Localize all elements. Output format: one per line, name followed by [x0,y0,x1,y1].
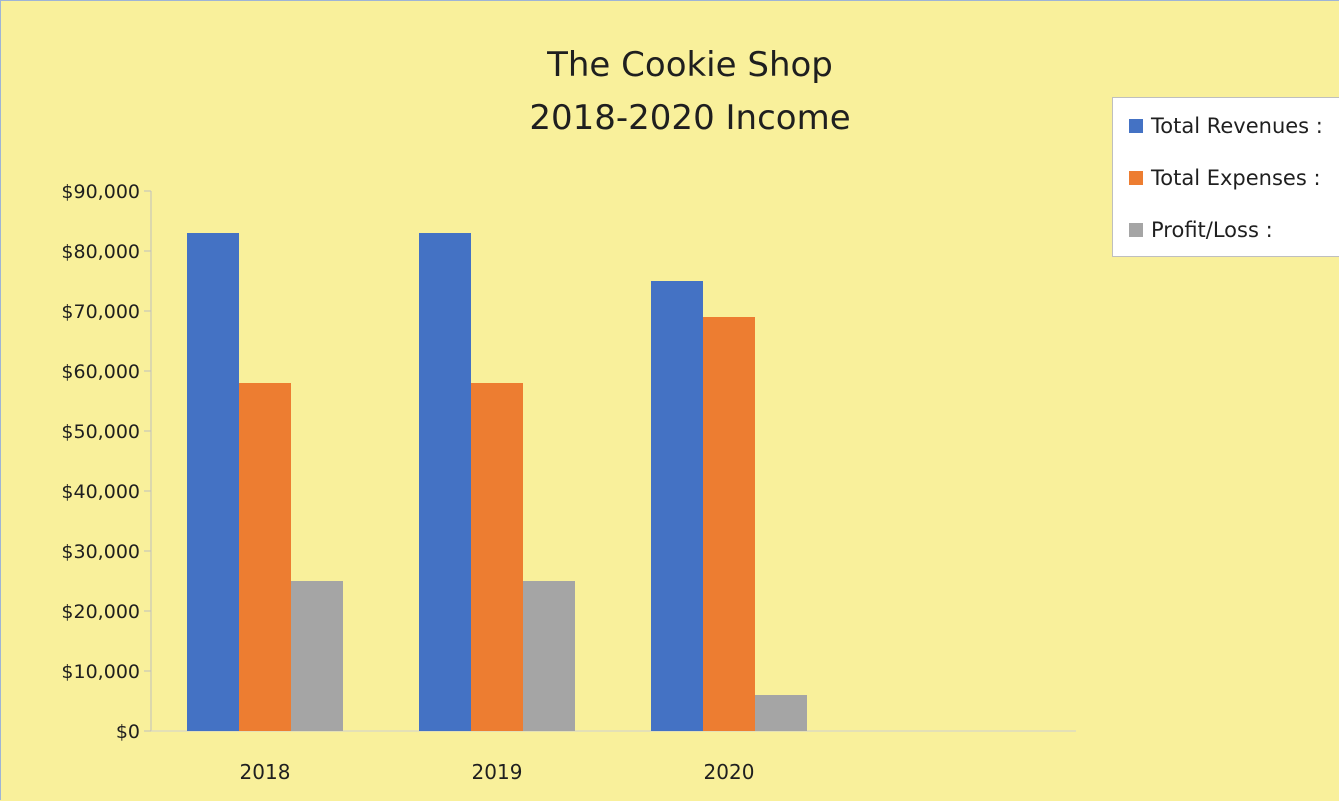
legend-swatch-total-expenses [1129,171,1143,185]
y-tick-label: $20,000 [61,601,140,623]
y-tick-label: $70,000 [61,301,140,323]
y-tick-label: $80,000 [61,241,140,263]
y-tick-label: $10,000 [61,661,140,683]
legend-item-profit-loss: Profit/Loss : [1129,216,1273,244]
legend-label-profit-loss: Profit/Loss : [1151,218,1273,242]
y-tick-label: $40,000 [61,481,140,503]
y-tick-label: $50,000 [61,421,140,443]
legend-swatch-total-revenues [1129,119,1143,133]
bar-total-expenses-2018 [239,383,291,731]
legend-item-total-revenues: Total Revenues : [1129,112,1323,140]
bars [187,233,807,731]
x-tick-label: 2019 [472,760,523,784]
x-tick-label: 2020 [704,760,755,784]
legend-item-total-expenses: Total Expenses : [1129,164,1321,192]
chart-title-line-2: 2018-2020 Income [529,98,850,138]
bar-total-revenues-2018 [187,233,239,731]
legend: Total Revenues : Total Expenses : Profit… [1112,97,1339,257]
bar-total-revenues-2020 [651,281,703,731]
bar-profit-loss-2019 [523,581,575,731]
y-tick-label: $60,000 [61,361,140,383]
bar-total-expenses-2020 [703,317,755,731]
chart-title-line-1: The Cookie Shop [546,45,833,85]
x-tick-label: 2018 [240,760,291,784]
bar-profit-loss-2020 [755,695,807,731]
x-axis: 2018 2019 2020 [240,760,755,784]
y-tick-label: $0 [116,721,140,743]
y-tick-label: $90,000 [61,181,140,203]
bar-total-expenses-2019 [471,383,523,731]
y-axis: $0 $10,000 $20,000 $30,000 $40,000 $50,000 $60… [61,181,1076,743]
chart-title: The Cookie Shop 2018-2020 Income [529,45,850,138]
bar-total-revenues-2019 [419,233,471,731]
bar-profit-loss-2018 [291,581,343,731]
legend-label-total-revenues: Total Revenues : [1151,114,1323,138]
legend-swatch-profit-loss [1129,223,1143,237]
y-tick-label: $30,000 [61,541,140,563]
legend-label-total-expenses: Total Expenses : [1151,166,1321,190]
